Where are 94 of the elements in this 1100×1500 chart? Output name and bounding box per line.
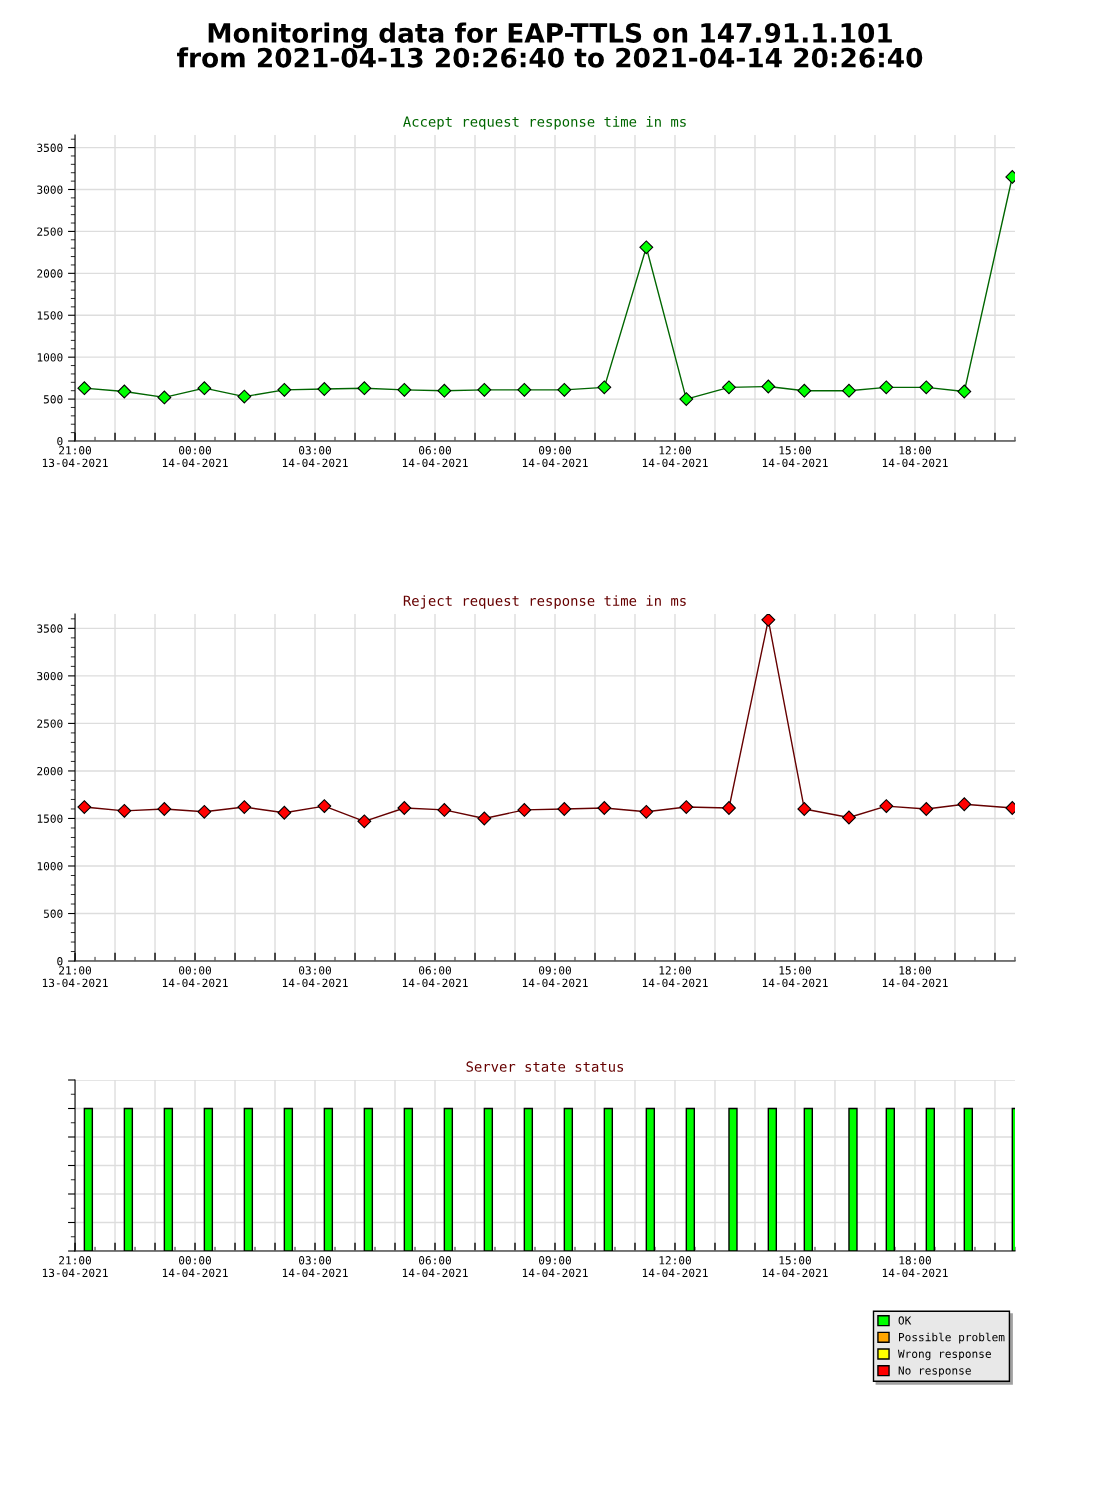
legend-label: No response bbox=[898, 1366, 971, 1377]
point bbox=[157, 802, 172, 816]
y-tick-label: 500 bbox=[43, 395, 63, 404]
point bbox=[397, 801, 412, 815]
chart-title: Reject request response time in ms bbox=[403, 595, 686, 609]
point bbox=[919, 380, 934, 395]
x-tick-label: 06:00 14-04-2021 bbox=[402, 1256, 468, 1278]
point bbox=[517, 382, 532, 397]
point bbox=[437, 802, 452, 817]
legend-label: Possible problem bbox=[899, 1332, 1005, 1344]
y-tick-label: 3500 bbox=[37, 143, 63, 152]
x-tick-label: 09:00 14-04-2021 bbox=[522, 446, 588, 468]
x-tick-label: 12:00 14-04-2021 bbox=[642, 966, 708, 988]
point bbox=[157, 390, 172, 405]
y-tick-label: 1500 bbox=[37, 311, 63, 320]
point bbox=[197, 381, 212, 396]
x-tick-label: 03:00 14-04-2021 bbox=[282, 1256, 348, 1278]
x-tick-label: 09:00 14-04-2021 bbox=[522, 966, 588, 988]
point bbox=[639, 804, 654, 819]
y-tick-label: 2500 bbox=[37, 719, 63, 728]
point bbox=[797, 383, 812, 398]
point bbox=[842, 810, 856, 825]
point bbox=[437, 383, 452, 398]
y-tick-label: 1000 bbox=[37, 353, 63, 362]
y-tick-label: 2000 bbox=[37, 269, 63, 278]
legend-label: Wrong response bbox=[897, 1349, 991, 1361]
point bbox=[679, 392, 694, 407]
point bbox=[277, 805, 292, 820]
point bbox=[237, 389, 252, 404]
point bbox=[317, 799, 332, 814]
chart-title: Accept request response time in ms bbox=[403, 116, 686, 130]
y-tick-label: 2000 bbox=[37, 766, 63, 776]
y-tick-label: 0 bbox=[57, 957, 63, 966]
y-tick-label: 500 bbox=[43, 909, 63, 918]
y-tick-label: 2500 bbox=[37, 227, 63, 236]
point bbox=[77, 800, 92, 814]
y-tick-label: 1500 bbox=[37, 814, 63, 823]
x-tick-label: 12:00 14-04-2021 bbox=[642, 1256, 708, 1278]
point bbox=[357, 814, 372, 829]
point bbox=[357, 381, 372, 396]
y-tick-label: 0 bbox=[57, 437, 63, 446]
x-tick-label: 03:00 14-04-2021 bbox=[282, 446, 348, 468]
x-tick-label: 03:00 14-04-2021 bbox=[282, 966, 348, 988]
x-tick-label: 00:00 14-04-2021 bbox=[162, 966, 228, 988]
x-tick-label: 00:00 14-04-2021 bbox=[162, 446, 228, 468]
point bbox=[679, 800, 694, 814]
point bbox=[957, 384, 972, 399]
point bbox=[722, 801, 736, 815]
x-tick-label: 21:00 13-04-2021 bbox=[42, 966, 108, 988]
point bbox=[879, 799, 894, 814]
point bbox=[557, 382, 572, 397]
y-tick-label: 3500 bbox=[37, 624, 63, 633]
point bbox=[761, 379, 776, 394]
point bbox=[722, 380, 736, 395]
point bbox=[957, 797, 972, 812]
y-tick-label: 3000 bbox=[37, 185, 63, 194]
text: Monitoring data for EAP-TTLS on 147.91.1.101 from 2021-04-13 20:26:40 to 2021-04-14 20:26:40 bbox=[177, 22, 923, 68]
point bbox=[277, 382, 292, 397]
point bbox=[597, 801, 612, 815]
point bbox=[879, 380, 894, 395]
x-tick-label: 18:00 14-04-2021 bbox=[882, 446, 948, 468]
x-tick-label: 06:00 14-04-2021 bbox=[402, 966, 468, 988]
point bbox=[397, 382, 412, 397]
x-tick-label: 21:00 13-04-2021 bbox=[42, 446, 108, 468]
x-tick-label: 15:00 14-04-2021 bbox=[762, 966, 828, 988]
point bbox=[639, 240, 654, 255]
point bbox=[477, 811, 492, 826]
x-tick-label: 18:00 14-04-2021 bbox=[882, 966, 948, 988]
point bbox=[597, 380, 612, 395]
point bbox=[77, 381, 92, 396]
point bbox=[197, 804, 212, 819]
legend-label: OK bbox=[898, 1316, 912, 1325]
chart-title: Server state status bbox=[466, 1061, 624, 1072]
point bbox=[842, 383, 856, 398]
x-tick-label: 18:00 14-04-2021 bbox=[882, 1256, 948, 1278]
x-tick-label: 21:00 13-04-2021 bbox=[42, 1256, 108, 1278]
point bbox=[117, 384, 132, 399]
x-tick-label: 06:00 14-04-2021 bbox=[402, 446, 468, 468]
point bbox=[797, 802, 812, 816]
x-tick-label: 15:00 14-04-2021 bbox=[762, 1256, 828, 1278]
point bbox=[477, 382, 492, 397]
x-tick-label: 09:00 14-04-2021 bbox=[522, 1256, 588, 1278]
x-tick-label: 00:00 14-04-2021 bbox=[162, 1256, 228, 1278]
point bbox=[237, 800, 252, 814]
point bbox=[117, 803, 132, 818]
x-tick-label: 12:00 14-04-2021 bbox=[642, 446, 708, 468]
y-tick-label: 3000 bbox=[37, 671, 63, 681]
y-tick-label: 1000 bbox=[37, 862, 63, 871]
point bbox=[517, 802, 532, 817]
x-tick-label: 15:00 14-04-2021 bbox=[762, 446, 828, 468]
point bbox=[761, 614, 776, 627]
point bbox=[919, 802, 934, 816]
point bbox=[557, 802, 572, 816]
point bbox=[317, 382, 332, 396]
